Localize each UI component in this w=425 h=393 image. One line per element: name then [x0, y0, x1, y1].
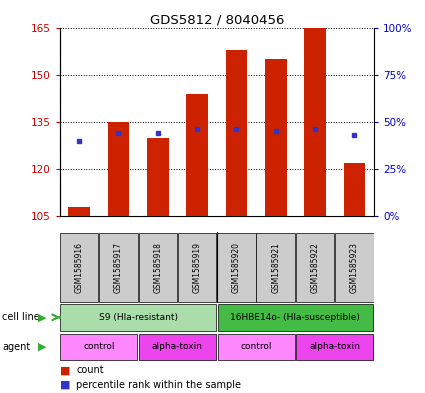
Bar — [218, 304, 373, 331]
Text: cell line: cell line — [2, 312, 40, 322]
Text: control: control — [83, 342, 115, 351]
Text: ■: ■ — [60, 365, 70, 375]
Text: count: count — [76, 365, 104, 375]
Bar — [60, 304, 216, 331]
Text: alpha-toxin: alpha-toxin — [309, 342, 360, 351]
Text: S9 (Hla-resistant): S9 (Hla-resistant) — [99, 313, 178, 322]
Bar — [68, 207, 90, 216]
Text: GSM1585916: GSM1585916 — [75, 242, 84, 293]
Bar — [256, 233, 295, 302]
Bar — [226, 50, 247, 216]
Bar — [108, 122, 129, 216]
Bar — [60, 334, 137, 360]
Text: ▶: ▶ — [38, 312, 47, 322]
Text: agent: agent — [2, 342, 30, 352]
Text: GSM1585918: GSM1585918 — [153, 242, 162, 293]
Bar — [304, 28, 326, 216]
Text: GSM1585921: GSM1585921 — [271, 242, 280, 293]
Bar — [60, 233, 99, 302]
Text: percentile rank within the sample: percentile rank within the sample — [76, 380, 241, 390]
Text: GSM1585923: GSM1585923 — [350, 242, 359, 293]
Bar — [139, 334, 216, 360]
Bar — [296, 233, 334, 302]
Text: GSM1585922: GSM1585922 — [311, 242, 320, 293]
Bar — [186, 94, 208, 216]
Text: GSM1585920: GSM1585920 — [232, 242, 241, 293]
Bar — [296, 334, 373, 360]
Bar — [217, 233, 256, 302]
Text: 16HBE14o- (Hla-susceptible): 16HBE14o- (Hla-susceptible) — [230, 313, 360, 322]
Bar — [265, 59, 286, 216]
Bar — [178, 233, 216, 302]
Text: control: control — [240, 342, 272, 351]
Bar — [99, 233, 138, 302]
Title: GDS5812 / 8040456: GDS5812 / 8040456 — [150, 13, 284, 26]
Text: ■: ■ — [60, 380, 70, 390]
Bar — [139, 233, 177, 302]
Bar — [343, 163, 365, 216]
Text: GSM1585917: GSM1585917 — [114, 242, 123, 293]
Bar — [218, 334, 295, 360]
Text: alpha-toxin: alpha-toxin — [152, 342, 203, 351]
Text: ▶: ▶ — [38, 342, 47, 352]
Bar — [147, 138, 169, 216]
Bar — [335, 233, 374, 302]
Text: GSM1585919: GSM1585919 — [193, 242, 201, 293]
